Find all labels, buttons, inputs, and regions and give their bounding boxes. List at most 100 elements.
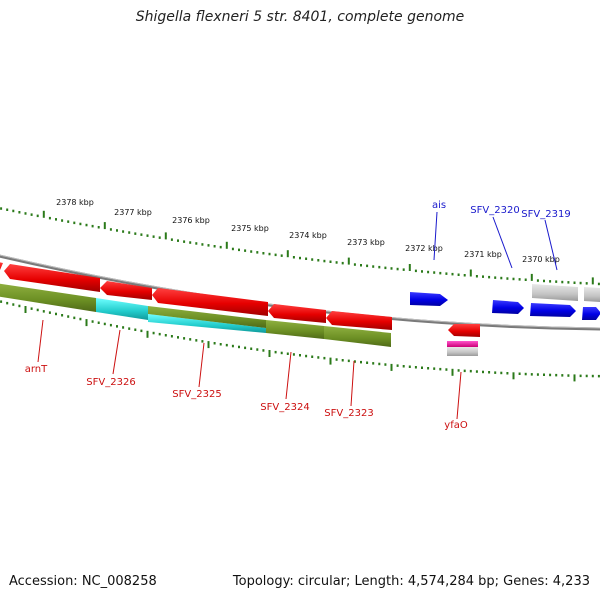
minor-tick [305,354,308,358]
genome-summary-text: Topology: circular; Length: 4,574,284 bp… [232,574,590,589]
minor-tick [73,221,76,225]
gene-red-block[interactable] [4,264,100,292]
olive-segment[interactable] [148,306,266,328]
minor-tick [134,328,137,331]
gray-segment[interactable] [447,347,478,356]
minor-tick [317,259,320,262]
gene-red-block[interactable] [152,288,268,316]
minor-tick [244,346,247,350]
reverse-features [0,262,480,337]
gene-ais[interactable] [410,292,448,306]
minor-tick [372,362,375,365]
scale-label: 2370 kbp [522,255,560,264]
olive-segment[interactable] [324,326,391,347]
minor-tick [323,259,326,263]
minor-tick [128,231,131,234]
minor-tick [36,214,39,218]
minor-tick [219,245,222,249]
minor-tick [85,223,88,227]
reverse-label-pointers [37,319,462,420]
minor-tick [116,229,118,232]
minor-tick [433,271,436,274]
minor-tick [201,243,204,246]
major-tick [390,363,393,371]
gene-label-sfv-2325: SFV_2325 [172,389,221,400]
olive-segment[interactable] [266,320,324,339]
minor-tick [567,374,570,377]
minor-tick [408,365,411,368]
olive-segment[interactable] [0,283,96,312]
scale-label: 2375 kbp [231,224,269,233]
minor-tick [402,365,405,368]
minor-tick [48,216,51,220]
minor-tick [140,329,143,333]
pseudogene-gray[interactable] [532,284,578,301]
minor-tick [6,301,9,305]
minor-tick [18,211,21,214]
minor-tick [6,208,9,211]
minor-tick [457,369,460,372]
minor-tick [335,358,338,361]
minor-tick [177,336,179,339]
minor-tick [280,254,283,257]
scale-label: 2372 kbp [405,244,443,253]
gene-arnT-start[interactable] [0,262,3,277]
minor-tick [475,275,478,278]
cyan-segment[interactable] [148,314,266,333]
minor-tick [335,261,338,264]
gene-yfaO[interactable] [448,324,480,337]
minor-tick [530,373,533,376]
major-tick [530,273,533,281]
major-tick [268,350,271,357]
major-tick [103,222,106,230]
minor-tick [195,339,198,342]
minor-tick [250,250,253,253]
gene-label-sfv-2326: SFV_2326 [86,377,135,388]
minor-tick [421,270,423,273]
minor-tick [536,373,539,376]
minor-tick [311,355,314,358]
minor-tick [360,360,362,364]
minor-tick [201,340,204,343]
minor-tick [30,213,33,216]
minor-tick [61,314,64,317]
major-tick [329,357,332,365]
inner-scale-ruler [0,300,600,382]
gene-sfv-2320[interactable] [492,300,524,314]
minor-tick [12,209,15,213]
minor-tick [0,300,3,303]
minor-tick [103,322,106,326]
minor-tick [299,256,301,260]
minor-tick [475,370,478,373]
minor-tick [79,317,82,321]
minor-tick [543,279,545,283]
gene-sfv-2319[interactable] [530,303,576,317]
minor-tick [128,327,131,330]
cyan-segment[interactable] [96,298,148,320]
major-tick [469,269,472,277]
minor-tick [280,351,283,355]
minor-tick [250,347,253,350]
major-tick [207,341,210,349]
minor-tick [402,268,405,271]
gene-red-block[interactable] [326,311,392,330]
pseudogene-gray-edge[interactable] [584,287,600,302]
outer-scale-ruler [0,207,600,286]
gene-red-block[interactable] [100,281,152,300]
minor-tick [195,242,198,245]
gene-right-edge[interactable] [582,307,600,320]
minor-tick [463,274,466,277]
scale-label: 2376 kbp [172,216,210,225]
minor-tick [36,308,39,312]
minor-tick [0,207,3,210]
minor-tick [61,219,64,222]
minor-tick [573,281,576,284]
minor-tick [488,275,491,279]
forward-features [410,284,600,320]
magenta-segment[interactable] [447,341,478,347]
minor-tick [482,275,484,278]
major-tick [286,250,289,258]
minor-tick [67,220,70,223]
map-title: Shigella flexneri 5 str. 8401, complete … [135,9,465,25]
gene-red-block[interactable] [268,304,326,323]
